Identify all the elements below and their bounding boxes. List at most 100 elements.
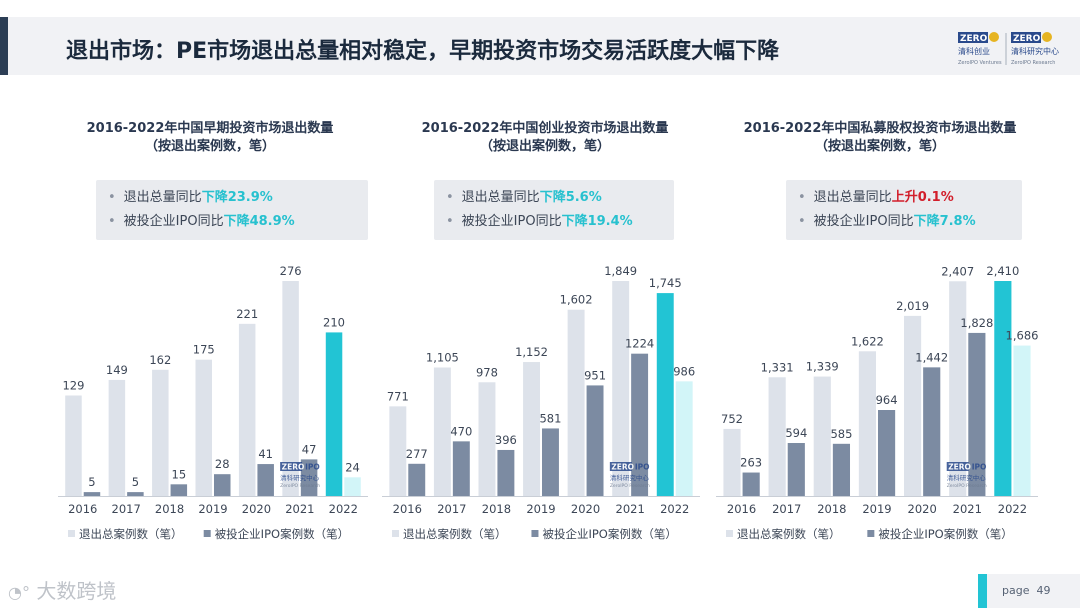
- bar-total-2021: [282, 281, 299, 496]
- bar-ipo-2021: [631, 353, 649, 496]
- data-label-ipo: 986: [673, 364, 695, 378]
- x-tick-label: 2018: [482, 502, 511, 516]
- summary-row: 被投企业IPO同比下降48.9%: [108, 210, 358, 234]
- title-bar: 退出市场：PE市场退出总量相对稳定，早期投资市场交易活跃度大幅下降 ZERO 清…: [0, 17, 1080, 75]
- data-label-ipo: 1,828: [960, 316, 993, 330]
- svg-text:ZERO: ZERO: [1013, 34, 1041, 44]
- logo-name: 清科研究中心: [280, 473, 320, 482]
- data-label-total: 2,410: [986, 264, 1019, 278]
- x-tick-label: 2021: [285, 502, 314, 516]
- logo-ipo-text: IPO: [305, 463, 320, 472]
- data-label-total: 2,407: [941, 264, 974, 278]
- data-label-total: 1,622: [851, 334, 884, 348]
- legend-swatch-ipo: [531, 530, 539, 537]
- data-label-ipo: 263: [740, 456, 762, 470]
- logo-ipo-text: IPO: [972, 463, 987, 472]
- bar-ipo-2019: [542, 428, 559, 496]
- logo-name: 清科研究中心: [610, 473, 650, 482]
- bar-ipo-2017: [452, 441, 470, 496]
- x-tick-label: 2022: [329, 502, 358, 516]
- bar-ipo-2022: [344, 477, 361, 496]
- x-tick-label: 2020: [242, 502, 271, 516]
- data-label-total: 1,105: [426, 351, 459, 365]
- bar-ipo-2019: [878, 410, 896, 496]
- watermark-text: 大数跨境: [36, 579, 117, 603]
- x-tick-label: 2017: [112, 502, 141, 516]
- legend-swatch-total: [726, 530, 733, 537]
- bar-total-2017: [768, 377, 786, 496]
- data-label-ipo: 964: [876, 393, 898, 407]
- x-tick-label: 2016: [68, 502, 97, 516]
- legend-label-total: 退出总案例数（笔）: [737, 527, 841, 541]
- bar-total-2021: [949, 281, 967, 496]
- logo-sub: ZeroIPO Research: [610, 483, 650, 489]
- bar-ipo-2018: [832, 443, 851, 496]
- bar-total-2020: [567, 309, 585, 496]
- data-label-ipo: 47: [302, 442, 317, 456]
- bar-total-2016: [65, 395, 82, 496]
- data-label-total: 1,849: [604, 264, 637, 278]
- logo-zero-box: [946, 462, 969, 471]
- bar-total-2019: [195, 359, 212, 496]
- logo-zero-text: ZERO: [611, 463, 634, 472]
- data-label-ipo: 470: [450, 424, 472, 438]
- svg-text:ZERO: ZERO: [960, 34, 988, 44]
- x-tick-label: 2020: [571, 502, 600, 516]
- chart-title-vc-line2: （按退出案例数，笔）: [479, 139, 610, 154]
- chart-title-early-line2: （按退出案例数，笔）: [144, 139, 275, 154]
- bar-ipo-2016: [83, 492, 101, 496]
- page-number-accent: [978, 574, 987, 608]
- chart-vc-exits: 771 277 2016 1,105 470 2017 978 396 2018 1,152 581…: [382, 264, 700, 541]
- x-tick-label: 2021: [953, 502, 982, 516]
- bar-total-2020: [238, 323, 256, 496]
- data-label-ipo: 28: [215, 457, 230, 471]
- summary-row: 退出总量同比下降5.6%: [446, 186, 664, 210]
- bar-total-2017: [433, 367, 451, 496]
- summary-box-pe: 退出总量同比上升0.1% 被投企业IPO同比下降7.8%: [786, 180, 1022, 240]
- page-number: page 49: [1002, 584, 1051, 597]
- bar-total-2022: [325, 332, 343, 496]
- bar-ipo-2020: [586, 385, 604, 496]
- chart-early-exits: 129 5 2016 149 5 2017 162 15 2018 175 28 2019 221 41 2…: [58, 264, 368, 541]
- header-logo: ZERO 清科创业 ZeroIPO Ventures ZERO 清科研究中心 Z…: [958, 21, 1060, 71]
- data-label-total: 162: [149, 353, 171, 367]
- legend-label-total: 退出总案例数（笔）: [79, 527, 183, 541]
- x-tick-label: 2019: [862, 502, 891, 516]
- summary-row: 退出总量同比下降23.9%: [108, 186, 358, 210]
- logo-zero-box: [280, 462, 303, 471]
- logo-zero-box: [609, 462, 632, 471]
- page-number-box: page 49: [978, 574, 1080, 608]
- bar-ipo-2022: [1013, 345, 1031, 496]
- legend-swatch-total: [68, 530, 75, 537]
- data-label-total: 1,331: [761, 360, 794, 374]
- x-tick-label: 2019: [198, 502, 227, 516]
- bar-total-2017: [108, 379, 126, 496]
- data-label-total: 129: [62, 379, 84, 393]
- bar-ipo-2020: [923, 367, 941, 496]
- watermark: ◔° 大数跨境: [8, 575, 116, 604]
- data-label-total: 1,152: [515, 345, 548, 359]
- bar-ipo-2017: [787, 443, 805, 496]
- data-label-ipo: 15: [172, 467, 187, 481]
- legend-label-total: 退出总案例数（笔）: [403, 527, 507, 541]
- data-label-total: 1,745: [649, 276, 682, 290]
- data-label-total: 221: [236, 307, 258, 321]
- bar-ipo-2021: [968, 332, 986, 496]
- data-label-ipo: 951: [584, 368, 606, 382]
- summary-row: 退出总量同比上升0.1%: [798, 186, 1012, 210]
- data-label-total: 175: [193, 343, 215, 357]
- chart-title-early: 2016-2022年中国早期投资市场退出数量 （按退出案例数，笔）: [60, 120, 360, 156]
- bar-total-2021: [612, 281, 630, 496]
- chart-title-pe-line2: （按退出案例数，笔）: [814, 139, 945, 154]
- data-label-total: 1,339: [806, 360, 839, 374]
- bar-total-2019: [523, 362, 540, 496]
- bar-total-2018: [478, 382, 496, 496]
- x-tick-label: 2018: [155, 502, 184, 516]
- data-label-total: 210: [323, 315, 345, 329]
- data-label-ipo: 585: [830, 427, 852, 441]
- x-tick-label: 2019: [526, 502, 555, 516]
- data-label-ipo: 1224: [625, 337, 654, 351]
